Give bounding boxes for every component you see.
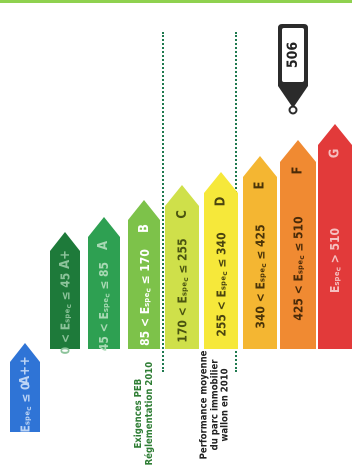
arrow-labels: C 170 < Eₛₚₑ꜀ ≤ 255 bbox=[165, 206, 199, 349]
class-letter: B bbox=[136, 223, 152, 233]
arrow-tip bbox=[10, 343, 40, 362]
arrow-body: F 425 < Eₛₚₑ꜀ ≤ 510 bbox=[280, 162, 316, 349]
class-letter: G bbox=[327, 148, 343, 158]
class-range: 340 < Eₛₚₑ꜀ ≤ 425 bbox=[253, 223, 268, 329]
average-performance-caption: Performance moyenne du parc immobilier w… bbox=[198, 350, 231, 460]
arrow-labels: F 425 < Eₛₚₑ꜀ ≤ 510 bbox=[280, 162, 316, 349]
arrow-labels: B 85 < Eₛₚₑ꜀ ≤ 170 bbox=[128, 220, 160, 349]
arrow-labels: A 45 < Eₛₚₑ꜀ ≤ 85 bbox=[88, 237, 120, 351]
class-arrow-a: A 45 < Eₛₚₑ꜀ ≤ 85 bbox=[88, 217, 120, 351]
class-range: 85 < Eₛₚₑ꜀ ≤ 170 bbox=[137, 249, 152, 346]
class-arrow-aplusplus: A++ Eₛₚₑ꜀ ≤ 0 bbox=[10, 343, 40, 432]
arrow-body: G Eₛₚₑ꜀ > 510 bbox=[318, 145, 352, 349]
class-range: 170 < Eₛₚₑ꜀ ≤ 255 bbox=[175, 238, 190, 343]
arrow-body: D 255 < Eₛₚₑ꜀ ≤ 340 bbox=[204, 193, 238, 349]
class-arrow-b: B 85 < Eₛₚₑ꜀ ≤ 170 bbox=[128, 200, 160, 349]
current-value-marker: 506 bbox=[278, 24, 308, 116]
marker-value: 506 bbox=[285, 41, 302, 69]
arrow-labels: A++ Eₛₚₑ꜀ ≤ 0 bbox=[10, 356, 40, 433]
class-range: 0 < Eₛₚₑ꜀ ≤ 45 bbox=[58, 272, 73, 354]
arrow-tip bbox=[88, 217, 120, 237]
class-letter: F bbox=[290, 166, 306, 174]
arrow-tip bbox=[204, 172, 238, 193]
arrow-tip bbox=[50, 232, 80, 251]
class-letter: C bbox=[174, 209, 190, 219]
arrow-tip bbox=[165, 185, 199, 206]
peb-requirements-caption: Exigences PEB Réglementation 2010 bbox=[133, 362, 156, 466]
class-range: 425 < Eₛₚₑ꜀ ≤ 510 bbox=[291, 216, 306, 321]
peb-divider-dotted-line bbox=[162, 32, 164, 372]
class-letter: A+ bbox=[57, 249, 73, 269]
class-letter: E bbox=[252, 181, 268, 189]
class-letter: A bbox=[96, 240, 112, 250]
arrow-body: B 85 < Eₛₚₑ꜀ ≤ 170 bbox=[128, 220, 160, 349]
arrow-body: C 170 < Eₛₚₑ꜀ ≤ 255 bbox=[165, 206, 199, 349]
class-arrow-e: E 340 < Eₛₚₑ꜀ ≤ 425 bbox=[243, 156, 277, 349]
arrow-tip bbox=[280, 140, 316, 162]
arrow-labels: E 340 < Eₛₚₑ꜀ ≤ 425 bbox=[243, 177, 277, 349]
class-letter: D bbox=[213, 196, 229, 206]
arrow-body: A++ Eₛₚₑ꜀ ≤ 0 bbox=[10, 356, 40, 433]
arrow-labels: D 255 < Eₛₚₑ꜀ ≤ 340 bbox=[204, 193, 238, 349]
class-range: Eₛₚₑ꜀ ≤ 0 bbox=[18, 381, 33, 433]
class-arrow-g: G Eₛₚₑ꜀ > 510 bbox=[318, 124, 352, 349]
class-arrow-f: F 425 < Eₛₚₑ꜀ ≤ 510 bbox=[280, 140, 316, 349]
class-arrow-d: D 255 < Eₛₚₑ꜀ ≤ 340 bbox=[204, 172, 238, 349]
arrow-tip bbox=[318, 124, 352, 145]
arrow-labels: G Eₛₚₑ꜀ > 510 bbox=[318, 145, 352, 349]
class-letter: A++ bbox=[17, 355, 33, 385]
arrow-body: A 45 < Eₛₚₑ꜀ ≤ 85 bbox=[88, 237, 120, 351]
arrow-tip bbox=[128, 200, 160, 220]
class-range: 255 < Eₛₚₑ꜀ ≤ 340 bbox=[214, 231, 229, 337]
top-accent-line bbox=[0, 0, 352, 3]
arrow-body: A+ 0 < Eₛₚₑ꜀ ≤ 45 bbox=[50, 249, 80, 354]
arrow-body: E 340 < Eₛₚₑ꜀ ≤ 425 bbox=[243, 177, 277, 349]
arrow-tip bbox=[243, 156, 277, 177]
class-range: 45 < Eₛₚₑ꜀ ≤ 85 bbox=[97, 261, 112, 351]
class-range: Eₛₚₑ꜀ > 510 bbox=[328, 227, 343, 293]
class-arrow-aplus: A+ 0 < Eₛₚₑ꜀ ≤ 45 bbox=[50, 232, 80, 354]
arrow-labels: A+ 0 < Eₛₚₑ꜀ ≤ 45 bbox=[50, 249, 80, 354]
class-arrow-c: C 170 < Eₛₚₑ꜀ ≤ 255 bbox=[165, 185, 199, 349]
